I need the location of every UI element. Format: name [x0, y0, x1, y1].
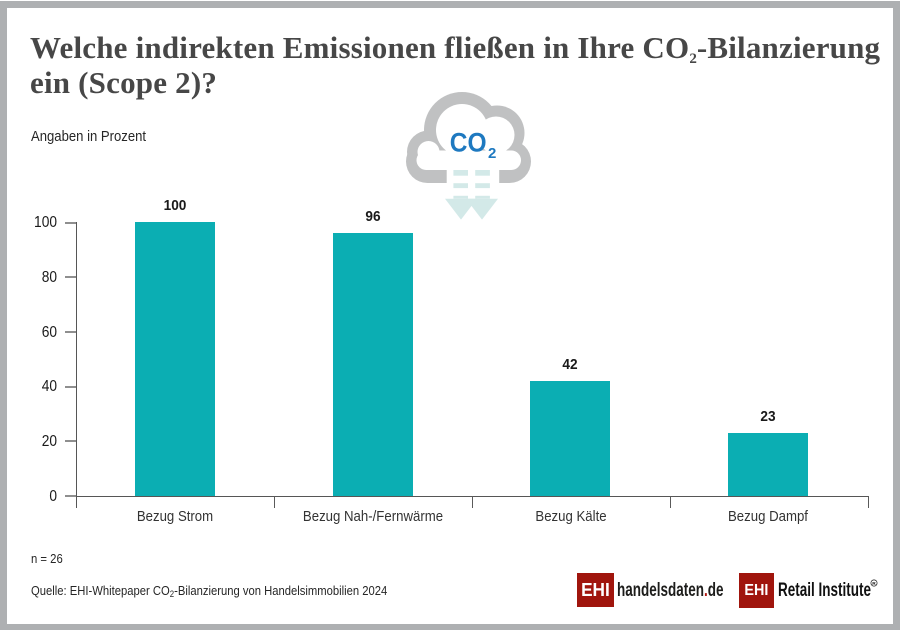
svg-text:2: 2 — [488, 145, 496, 162]
svg-text:R: R — [872, 581, 876, 587]
svg-text:CO: CO — [450, 127, 487, 157]
